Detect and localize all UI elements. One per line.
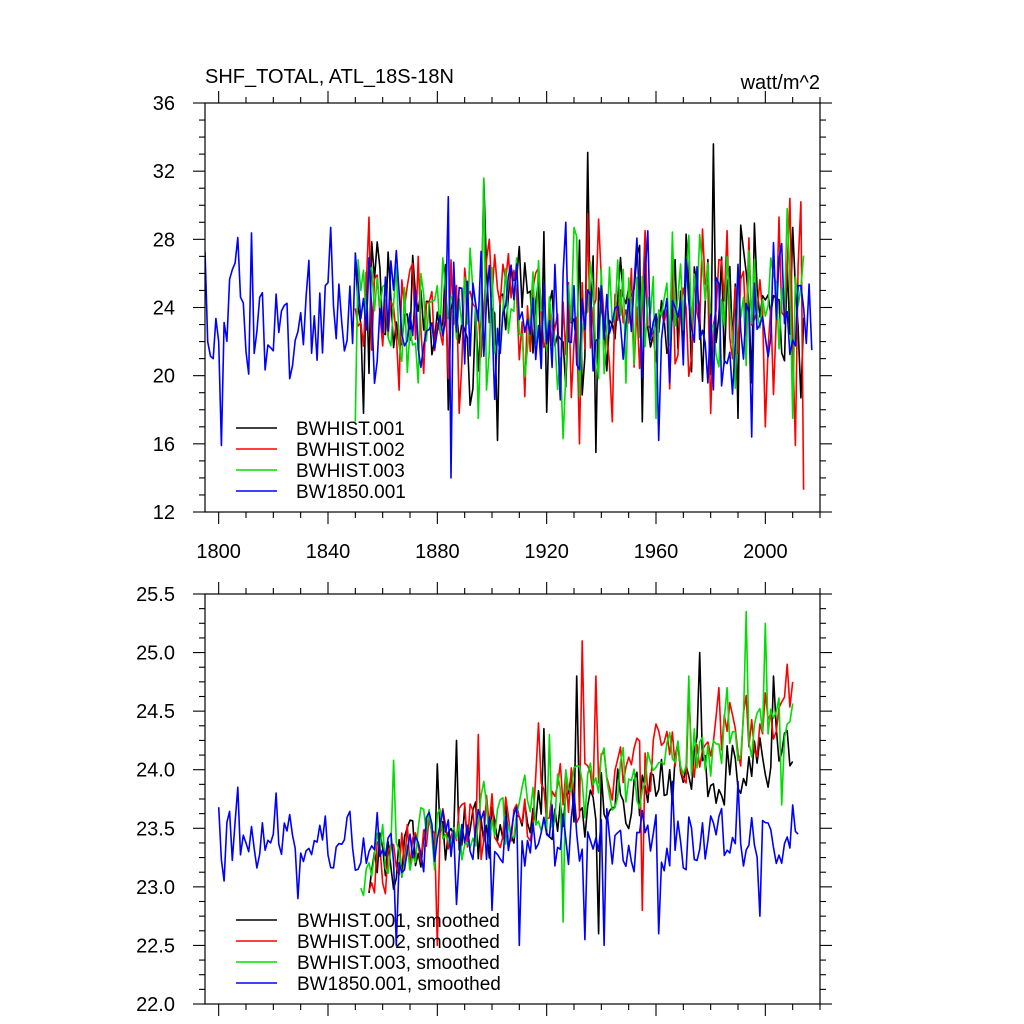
legend-label: BW1850.001, smoothed [297, 974, 501, 995]
legend-label: BWHIST.003 [296, 461, 405, 482]
series-line-bwhist-003 [354, 177, 805, 440]
y-tick-label: 28 [153, 229, 175, 251]
x-tick-label: 1840 [306, 541, 351, 563]
x-tick-label: 1920 [524, 541, 569, 563]
chart-title: SHF_TOTAL, ATL_18S-18N [205, 66, 454, 88]
y-tick-label: 24.0 [136, 760, 175, 782]
y-tick-label: 23.5 [136, 818, 175, 840]
legend-label: BW1850.001 [296, 482, 406, 503]
series-lines [205, 143, 813, 490]
y-tick-label: 20 [153, 366, 175, 388]
y-tick-label: 12 [153, 502, 175, 524]
y-tick-label: 24.5 [136, 701, 175, 723]
y-tick-label: 22.5 [136, 935, 175, 957]
series-line-bwhist-001-smoothed [368, 651, 794, 935]
series-line-bw1850-001-smoothed [217, 780, 799, 947]
x-tick-label: 1800 [196, 541, 241, 563]
x-tick-label: 2000 [743, 541, 788, 563]
series-line-bwhist-002-smoothed [368, 640, 794, 947]
units-label: watt/m^2 [740, 72, 820, 94]
y-tick-label: 16 [153, 434, 175, 456]
y-tick-label: 32 [153, 161, 175, 183]
x-axis [218, 582, 821, 1016]
legend-label: BWHIST.003, smoothed [297, 953, 500, 974]
series-lines [217, 610, 799, 947]
y-axis: 22.0 22.5 23.0 23.5 24.0 24.5 25.0 25.5 [136, 584, 832, 1016]
legend-label: BWHIST.002, smoothed [297, 932, 500, 953]
legend-label: BWHIST.001, smoothed [297, 911, 500, 932]
series-line-bw1850-001 [205, 195, 813, 479]
top-panel: 1800 1840 1880 1920 1960 2000 12 16 20 24 28 32 36 SH… [153, 66, 832, 563]
x-tick-label: 1880 [415, 541, 460, 563]
y-tick-label: 25.0 [136, 643, 175, 665]
legend-label: BWHIST.002 [296, 440, 405, 461]
y-tick-label: 25.5 [136, 584, 175, 606]
x-axis: 1800 1840 1880 1920 1960 2000 [196, 91, 821, 563]
y-tick-label: 22.0 [136, 994, 175, 1016]
y-tick-label: 36 [153, 93, 175, 115]
bottom-panel: 22.0 22.5 23.0 23.5 24.0 24.5 25.0 25.5 BWHIST.0… [136, 582, 832, 1016]
y-tick-label: 24 [153, 298, 175, 320]
y-axis: 12 16 20 24 28 32 36 [153, 93, 832, 524]
legend-label: BWHIST.001 [296, 419, 405, 440]
y-tick-label: 23.0 [136, 877, 175, 899]
series-line-bwhist-003-smoothed [360, 610, 794, 923]
x-tick-label: 1960 [634, 541, 679, 563]
